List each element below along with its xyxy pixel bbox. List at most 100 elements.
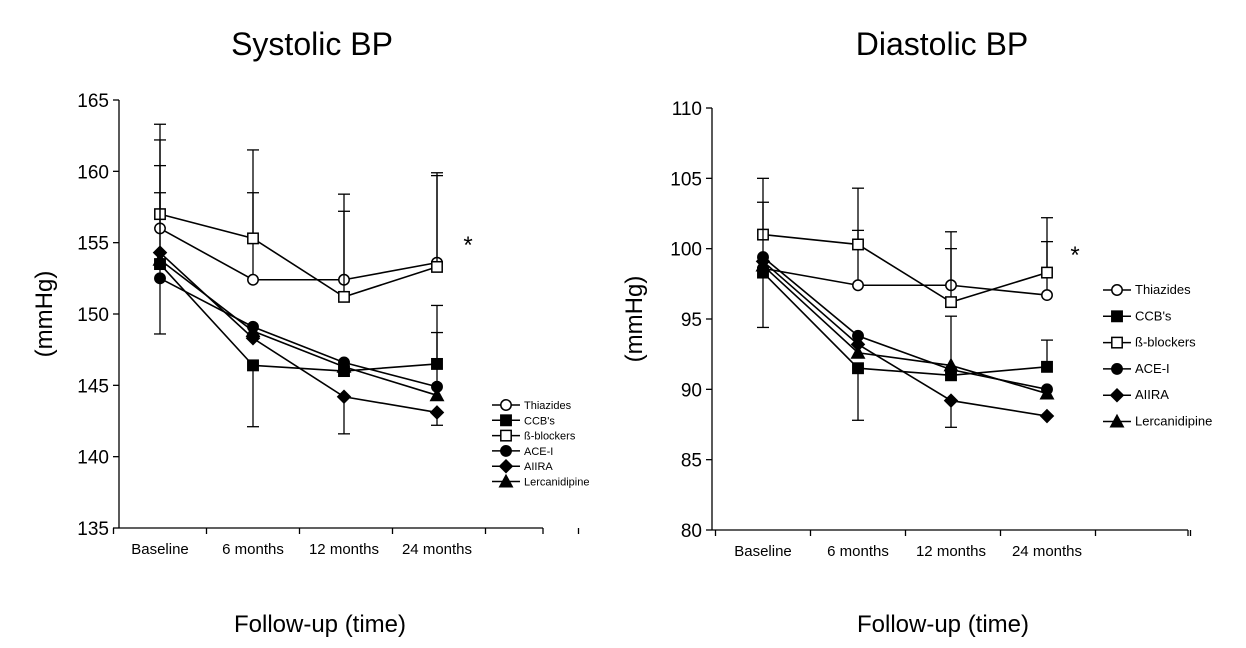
chart2-y-tick-label: 105 (670, 169, 702, 190)
chart2-significance-star: * (1070, 242, 1079, 269)
chart2-y-tick-label: 100 (670, 240, 702, 261)
chart2-legend-marker (1111, 362, 1123, 375)
chart2-legend-marker (1111, 284, 1123, 296)
chart1-data-point (336, 359, 352, 373)
chart1-legend-label: CCB's (524, 415, 555, 427)
chart1-y-tick-label: 150 (77, 305, 109, 326)
chart1-x-tick-label: 24 months (402, 541, 472, 558)
chart2-series-3 (757, 201, 1053, 396)
chart1-legend-marker (500, 444, 512, 457)
chart1-data-point (431, 260, 443, 273)
chart2-group: Diastolic BP Follow-up (time) (mmHg) 80 85 90… (621, 26, 1212, 638)
chart2-data-point (852, 362, 864, 375)
chart2-data-point (945, 296, 957, 309)
chart2-data-point (852, 279, 864, 292)
chart2-x-tick-label: 12 months (916, 543, 986, 560)
chart1-group: Systolic BP Follow-up (time) (mmHg) 135 140 1… (31, 26, 589, 638)
chart1-title: Systolic BP (231, 26, 393, 62)
chart2-series-line (762, 264, 1048, 395)
chart2-data-point (852, 238, 864, 251)
chart1-data-point (247, 232, 259, 245)
chart1-data-point (245, 323, 261, 338)
chart2-legend-label: ß-blockers (1135, 335, 1196, 350)
chart1-x-tick-label: 12 months (309, 541, 379, 558)
chart2-series-line (762, 260, 1048, 417)
chart2-x-tick-label: 6 months (827, 543, 889, 560)
chart2-data-point (1039, 385, 1055, 400)
chart1-legend-label: Thiazides (524, 400, 572, 412)
chart1-legend-marker (500, 414, 512, 427)
chart2-series-line (762, 267, 1048, 296)
chart2-data-point (850, 344, 866, 359)
chart1-data-point (336, 389, 352, 405)
chart2-title: Diastolic BP (856, 26, 1029, 62)
chart1-data-point (247, 359, 259, 372)
chart2-legend-label: ACE-I (1135, 361, 1170, 376)
chart1-data-point (429, 405, 445, 420)
chart1-y-tick-label: 165 (77, 91, 109, 112)
chart2-data-point (943, 357, 959, 372)
chart1-y-tick-label: 145 (77, 376, 109, 397)
chart1-significance-star: * (463, 232, 472, 259)
chart1-series-1 (154, 258, 443, 428)
chart1-y-tick-label: 135 (77, 519, 109, 540)
chart1-legend-marker (500, 429, 512, 442)
chart2-data-point (943, 393, 959, 408)
chart2-legend-marker (1111, 310, 1123, 323)
chart2-series-line (762, 233, 1048, 303)
chart1-legend-marker (500, 399, 512, 411)
chart2-data-point (755, 257, 771, 272)
chart2-y-tick-label: 95 (681, 310, 702, 331)
chart1-series-5 (152, 192, 445, 402)
chart2-y-axis-label: (mmHg) (621, 276, 648, 363)
chart2-legend-label: CCB's (1135, 308, 1172, 323)
chart1-data-point (154, 272, 166, 285)
chart2-x-tick-label: Baseline (734, 543, 792, 560)
chart1-data-point (429, 387, 445, 402)
chart2-legend-label: Lercanidipine (1135, 414, 1212, 429)
chart1-series-0 (154, 139, 443, 286)
chart2-legend-marker (1109, 413, 1125, 428)
chart1-x-tick-label: 6 months (222, 541, 284, 558)
chart1-series-line (159, 277, 438, 388)
chart1-legend-marker (498, 458, 514, 474)
chart1-x-axis-label: Follow-up (time) (234, 611, 406, 638)
chart1-y-tick-label: 160 (77, 162, 109, 183)
chart1-series-line (159, 227, 438, 281)
chart2-legend-marker (1109, 387, 1125, 403)
chart2-series-5 (755, 257, 1055, 400)
chart2-y-tick-label: 80 (681, 521, 702, 542)
chart2-data-point (1041, 289, 1053, 302)
chart2-legend-marker (1111, 336, 1123, 349)
chart2-series-4 (755, 254, 1055, 428)
chart1-data-point (338, 290, 350, 303)
chart1-series-line (159, 259, 438, 397)
chart1-legend: Thiazides CCB's ß-blockers ACE-I AIIRA Lercan… (492, 399, 589, 489)
chart2-x-tick-label: 24 months (1012, 543, 1082, 560)
chart1-x-tick-label: Baseline (131, 541, 189, 558)
chart2-legend: Thiazides CCB's ß-blockers ACE-I AIIRA Lercan… (1103, 282, 1212, 429)
chart1-y-tick-label: 140 (77, 448, 109, 469)
chart1-legend-label: ß-blockers (524, 431, 576, 443)
chart1-series-line (159, 252, 438, 414)
chart1-legend-label: AIIRA (524, 461, 553, 473)
chart2-y-tick-label: 90 (681, 380, 702, 401)
chart2-data-point (1039, 408, 1055, 424)
chart1-series-line (159, 213, 438, 298)
chart2-y-tick-label: 85 (681, 451, 702, 472)
chart1-data-point (247, 273, 259, 286)
chart2-legend-label: Thiazides (1135, 282, 1191, 297)
chart2-data-point (1041, 266, 1053, 279)
chart2-data-point (1041, 360, 1053, 373)
chart1-y-axis-label: (mmHg) (31, 271, 58, 358)
chart2-y-tick-label: 110 (672, 99, 702, 120)
chart1-y-tick-label: 155 (77, 234, 109, 255)
chart1-series-4 (152, 245, 445, 435)
chart1-series-2 (154, 123, 443, 303)
chart2-series-line (762, 256, 1048, 391)
chart2-legend-label: AIIRA (1135, 387, 1169, 402)
chart2-x-axis-label: Follow-up (time) (857, 611, 1029, 638)
chart1-data-point (152, 252, 168, 266)
